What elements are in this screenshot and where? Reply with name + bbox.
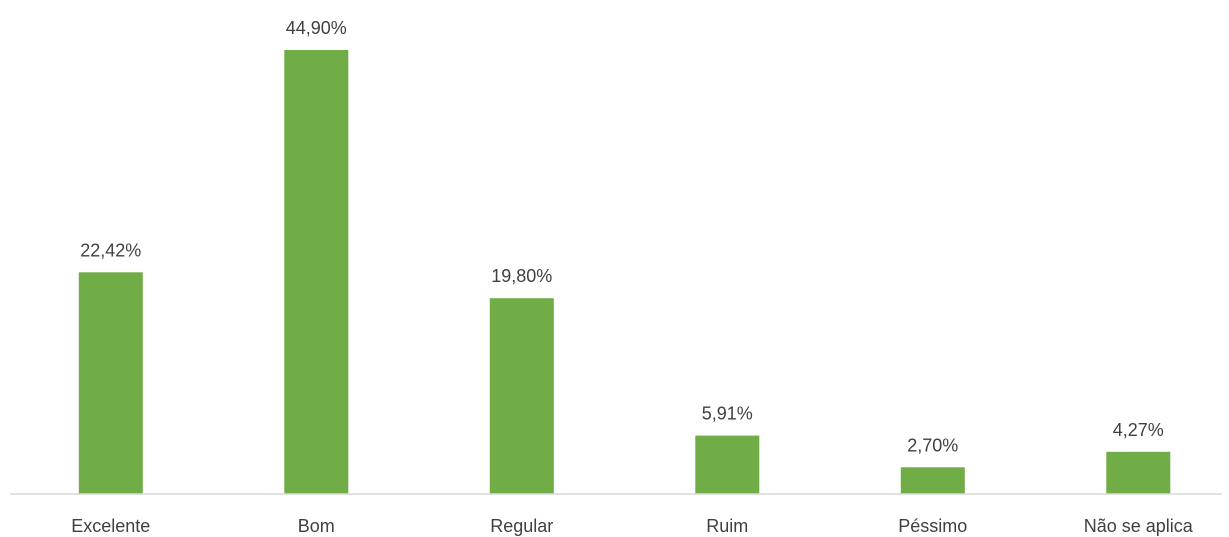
x-tick-label-nao-se-aplica: Não se aplica bbox=[1084, 516, 1194, 536]
x-tick-label-excelente: Excelente bbox=[71, 516, 150, 536]
bar-excelente bbox=[78, 272, 143, 494]
data-label-bom: 44,90% bbox=[286, 18, 347, 38]
x-tick-label-bom: Bom bbox=[298, 516, 335, 536]
data-label-pessimo: 2,70% bbox=[907, 435, 958, 455]
bar-regular bbox=[489, 298, 554, 494]
bars-group bbox=[78, 50, 1171, 494]
data-label-ruim: 5,91% bbox=[702, 404, 753, 424]
data-label-excelente: 22,42% bbox=[80, 240, 141, 260]
data-labels-group: 22,42% 44,90% 19,80% 5,91% 2,70% 4,27% bbox=[80, 18, 1164, 455]
x-tick-label-ruim: Ruim bbox=[706, 516, 748, 536]
data-label-nao-se-aplica: 4,27% bbox=[1113, 420, 1164, 440]
bar-pessimo bbox=[900, 467, 965, 494]
bar-nao-se-aplica bbox=[1106, 451, 1171, 494]
x-axis-tick-labels: Excelente Bom Regular Ruim Péssimo Não se apl… bbox=[71, 516, 1194, 536]
x-tick-label-pessimo: Péssimo bbox=[898, 516, 967, 536]
x-tick-label-regular: Regular bbox=[490, 516, 553, 536]
data-label-regular: 19,80% bbox=[491, 266, 552, 286]
bar-bom bbox=[284, 50, 349, 494]
bar-ruim bbox=[695, 435, 760, 494]
